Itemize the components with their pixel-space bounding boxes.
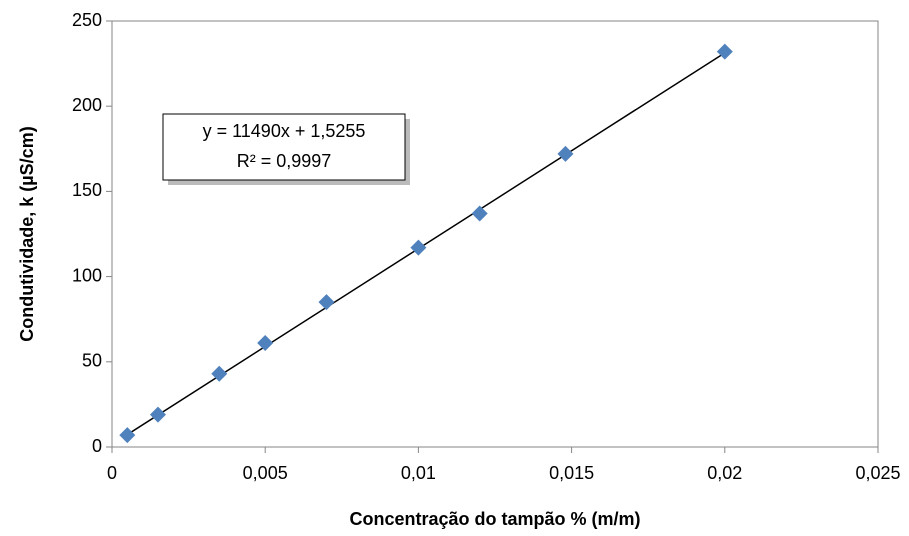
y-tick-label: 100 (72, 265, 102, 285)
x-tick-label: 0,01 (401, 463, 436, 483)
data-point (211, 365, 228, 382)
y-axis-label: Condutividade, k (µS/cm) (17, 126, 37, 341)
data-point (557, 145, 574, 162)
data-point (410, 239, 427, 256)
data-point (149, 406, 166, 423)
trendline (126, 52, 726, 436)
x-axis-label: Concentração do tampão % (m/m) (349, 509, 640, 529)
x-tick-label: 0,005 (243, 463, 288, 483)
data-point (471, 205, 488, 222)
trend-r2: R² = 0,9997 (237, 151, 332, 171)
x-tick-label: 0 (107, 463, 117, 483)
y-tick-label: 150 (72, 180, 102, 200)
data-point (318, 294, 335, 311)
data-point (119, 427, 136, 444)
y-tick-label: 200 (72, 95, 102, 115)
data-point (716, 43, 733, 60)
trend-equation: y = 11490x + 1,5255 (203, 121, 366, 141)
x-tick-label: 0,015 (549, 463, 594, 483)
annotation-box (162, 113, 406, 181)
x-tick-label: 0,025 (855, 463, 900, 483)
y-tick-label: 250 (72, 10, 102, 30)
plot-frame (111, 20, 879, 448)
y-tick-label: 50 (82, 351, 102, 371)
data-point (257, 335, 274, 352)
x-tick-label: 0,02 (707, 463, 742, 483)
y-tick-label: 0 (92, 436, 102, 456)
